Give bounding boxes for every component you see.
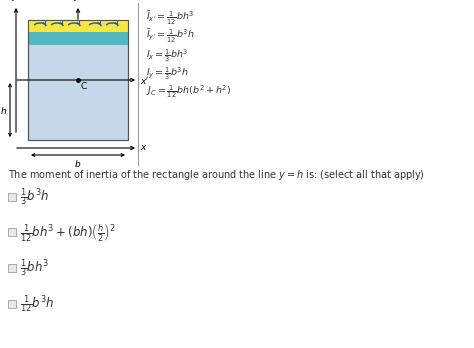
Text: $x'$: $x'$ xyxy=(140,74,150,86)
Text: $h$: $h$ xyxy=(0,104,7,116)
Text: $b$: $b$ xyxy=(74,158,82,169)
Text: $I_x = \frac{1}{3}bh^3$: $I_x = \frac{1}{3}bh^3$ xyxy=(146,47,189,64)
Bar xyxy=(8,193,16,201)
Text: $x$: $x$ xyxy=(140,143,147,152)
Text: $y$: $y$ xyxy=(11,0,19,3)
Text: $y'$: $y'$ xyxy=(73,0,83,3)
Text: $J_C = \frac{1}{12}bh(b^2 + h^2)$: $J_C = \frac{1}{12}bh(b^2 + h^2)$ xyxy=(146,83,231,100)
Bar xyxy=(8,300,16,308)
Text: $\frac{1}{3}bh^3$: $\frac{1}{3}bh^3$ xyxy=(20,257,49,279)
Text: $\frac{1}{12}b^3h$: $\frac{1}{12}b^3h$ xyxy=(20,293,55,315)
Bar xyxy=(28,20,128,32)
Bar xyxy=(8,264,16,272)
Bar xyxy=(28,20,128,140)
Text: C: C xyxy=(81,82,87,91)
Text: $\bar{I}_{x'} = \frac{1}{12}bh^3$: $\bar{I}_{x'} = \frac{1}{12}bh^3$ xyxy=(146,10,194,27)
Text: $I_y = \frac{1}{3}b^3h$: $I_y = \frac{1}{3}b^3h$ xyxy=(146,65,189,82)
Bar xyxy=(28,32,128,45)
Text: $\bar{I}_{y'} = \frac{1}{12}b^3h$: $\bar{I}_{y'} = \frac{1}{12}b^3h$ xyxy=(146,28,195,45)
Text: $\frac{1}{12}bh^3 + (bh)\left(\frac{h}{2}\right)^2$: $\frac{1}{12}bh^3 + (bh)\left(\frac{h}{2… xyxy=(20,221,116,243)
Text: The moment of inertia of the rectangle around the line $y = h$ is: (select all t: The moment of inertia of the rectangle a… xyxy=(8,168,425,182)
Bar xyxy=(28,20,128,140)
Bar xyxy=(8,228,16,236)
Text: $\frac{1}{3}b^3h$: $\frac{1}{3}b^3h$ xyxy=(20,186,49,208)
